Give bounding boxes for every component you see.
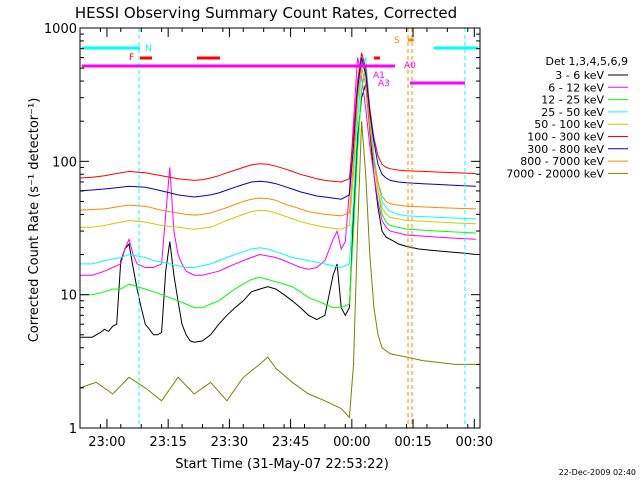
flag-label-n: N — [145, 44, 152, 54]
x-tick-label: 00:00 — [333, 435, 370, 450]
flag-label-f: F — [129, 53, 134, 63]
x-tick-label: 00:30 — [456, 435, 493, 450]
legend-label-12-25-kev: 12 - 25 keV — [541, 94, 604, 107]
legend-label-800-7000-kev: 800 - 7000 keV — [520, 155, 604, 168]
flag-label-a1: A1 — [373, 71, 385, 81]
flag-label-a0: A0 — [404, 61, 416, 71]
plot-lines — [79, 52, 476, 419]
x-axis: 23:00 23:15 23:30 23:45 00:00 00:15 00:30 — [79, 28, 493, 450]
x-tick-label: 23:45 — [272, 435, 309, 450]
legend-title: Det 1,3,4,5,6,9 — [545, 55, 628, 68]
legend-label-25-50-kev: 25 - 50 keV — [541, 106, 604, 119]
series-line-50-100-kev — [80, 62, 476, 230]
legend-label-6-12-kev: 6 - 12 keV — [548, 81, 604, 94]
y-axis: 1 10 100 1000 — [44, 22, 480, 437]
y-tick-label: 10 — [60, 289, 77, 304]
legend-label-300-800-kev: 300 - 800 keV — [527, 143, 604, 156]
series-line-6-12-kev — [80, 57, 476, 276]
y-tick-label: 1000 — [44, 22, 77, 37]
series-line-3-6-kev — [80, 83, 476, 343]
y-tick-label: 100 — [52, 155, 77, 170]
flag-label-s: S — [394, 36, 400, 46]
x-tick-label: 23:00 — [88, 435, 125, 450]
series-line-300-800-kev — [79, 57, 476, 200]
legend-label-7000-20000-kev: 7000 - 20000 keV — [506, 167, 604, 180]
series-line-100-300-kev — [79, 52, 476, 183]
legend-label-50-100-kev: 50 - 100 keV — [534, 118, 604, 131]
series-line-7000-20000-kev — [79, 121, 476, 419]
flag-label-a3: A3 — [378, 79, 390, 89]
timestamp: 22-Dec-2009 02:40 — [559, 468, 636, 477]
x-axis-label: Start Time (31-May-07 22:53:22) — [175, 457, 389, 472]
legend-label-3-6-kev: 3 - 6 keV — [555, 69, 604, 82]
x-tick-label: 00:15 — [394, 435, 431, 450]
plot-frame — [79, 27, 481, 429]
x-tick-label: 23:15 — [149, 435, 186, 450]
y-tick-label: 1 — [69, 422, 77, 437]
series-line-25-50-kev — [80, 57, 476, 269]
chart-title: HESSI Observing Summary Count Rates, Cor… — [75, 4, 457, 22]
series-line-800-7000-kev — [79, 67, 476, 217]
legend-label-100-300-kev: 100 - 300 keV — [527, 131, 604, 144]
x-tick-label: 23:30 — [211, 435, 248, 450]
y-axis-label: Corrected Count Rate (s⁻¹ detector⁻¹) — [27, 98, 42, 343]
series-line-12-25-kev — [80, 68, 476, 309]
